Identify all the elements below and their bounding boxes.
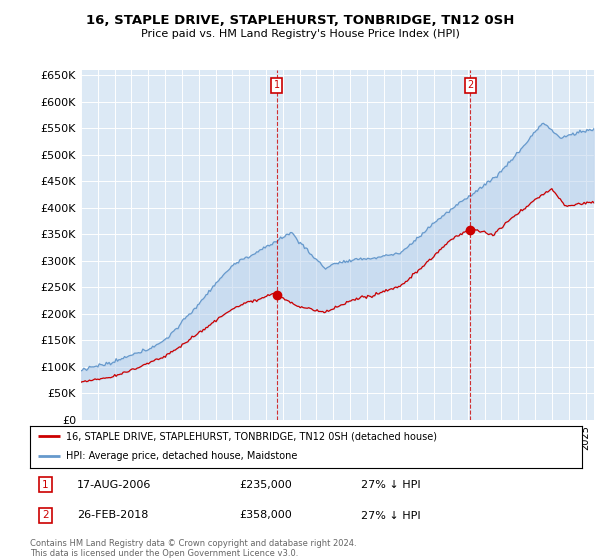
Text: 26-FEB-2018: 26-FEB-2018	[77, 511, 148, 520]
Text: 2: 2	[42, 511, 49, 520]
Text: 1: 1	[274, 81, 280, 91]
Text: 27% ↓ HPI: 27% ↓ HPI	[361, 511, 421, 520]
Text: £358,000: £358,000	[240, 511, 293, 520]
Text: HPI: Average price, detached house, Maidstone: HPI: Average price, detached house, Maid…	[66, 451, 297, 461]
Text: £235,000: £235,000	[240, 479, 293, 489]
Text: 17-AUG-2006: 17-AUG-2006	[77, 479, 151, 489]
Text: 27% ↓ HPI: 27% ↓ HPI	[361, 479, 421, 489]
Text: 1: 1	[42, 479, 49, 489]
Text: 16, STAPLE DRIVE, STAPLEHURST, TONBRIDGE, TN12 0SH (detached house): 16, STAPLE DRIVE, STAPLEHURST, TONBRIDGE…	[66, 431, 437, 441]
Text: Contains HM Land Registry data © Crown copyright and database right 2024.
This d: Contains HM Land Registry data © Crown c…	[30, 539, 356, 558]
Text: 2: 2	[467, 81, 473, 91]
Text: 16, STAPLE DRIVE, STAPLEHURST, TONBRIDGE, TN12 0SH: 16, STAPLE DRIVE, STAPLEHURST, TONBRIDGE…	[86, 14, 514, 27]
Text: Price paid vs. HM Land Registry's House Price Index (HPI): Price paid vs. HM Land Registry's House …	[140, 29, 460, 39]
